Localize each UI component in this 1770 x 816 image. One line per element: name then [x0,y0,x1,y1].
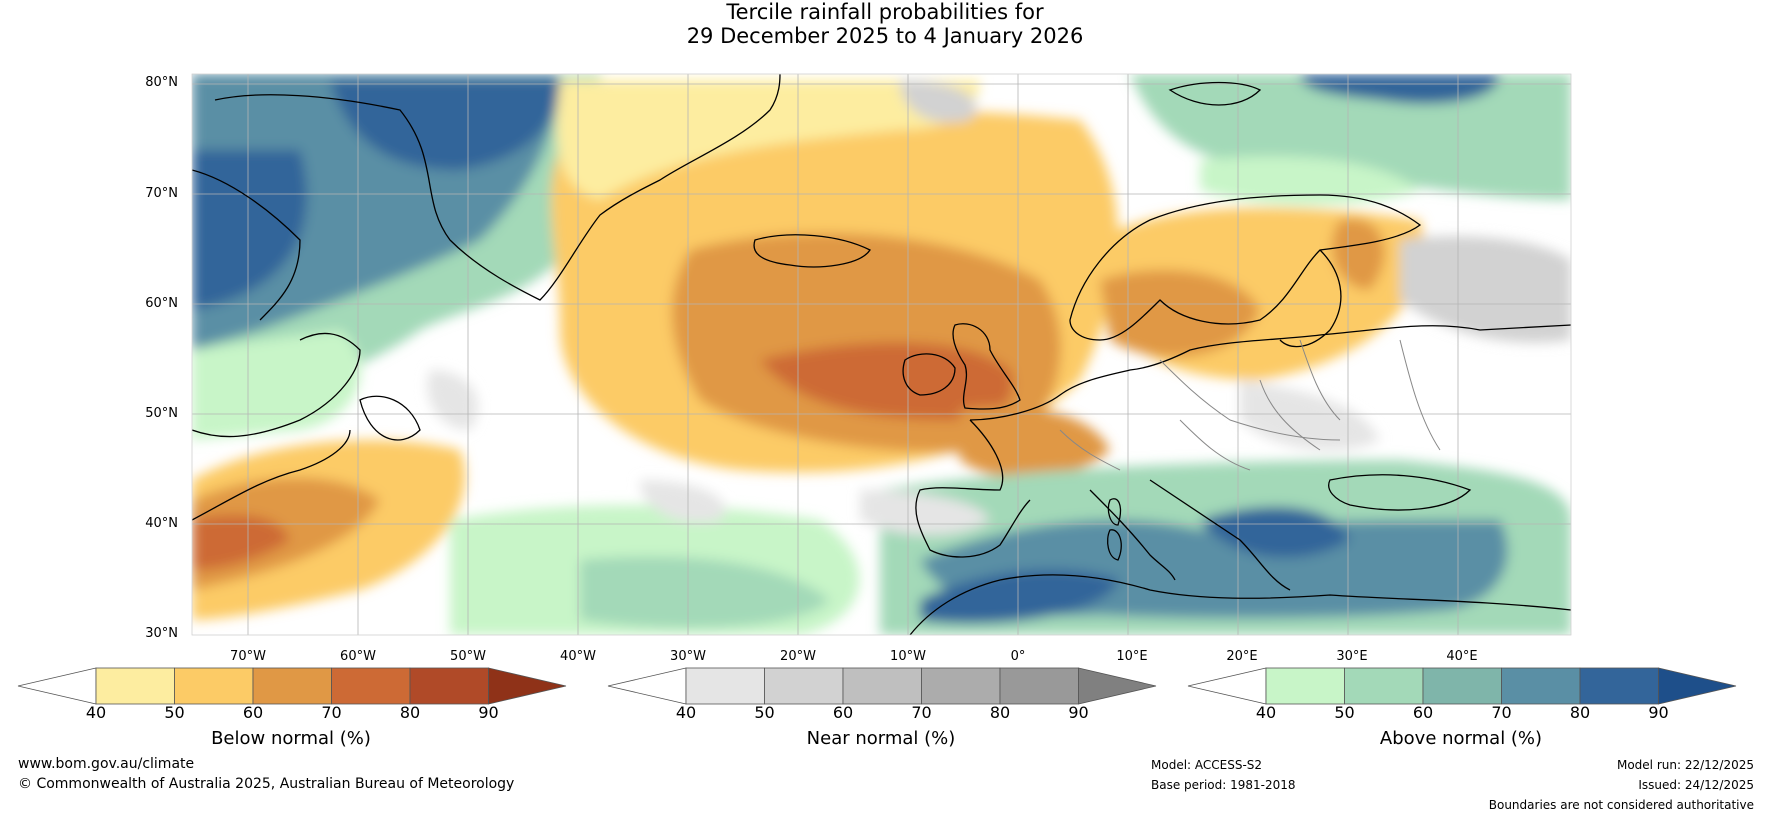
cbar-near-tick: 50 [754,703,775,722]
lon-label-20w: 20°W [780,649,816,664]
lon-label-0: 0° [1010,649,1026,664]
cbar-above-tick: 70 [1491,703,1512,722]
copyright-text: © Commonwealth of Australia 2025, Austra… [18,776,515,792]
coast-balkans [1149,479,1291,591]
lon-label-30e: 30°E [1336,649,1368,664]
coastlines [192,74,1571,635]
lon-label-40e: 40°E [1446,649,1478,664]
map-title: Tercile rainfall probabilities for 29 De… [0,0,1770,48]
coast-baffin [192,169,301,321]
coast-newfoundland [359,395,421,441]
cbar-near-label: Near normal (%) [806,728,956,749]
region-greenland-wet-max [330,80,560,170]
coast-finland [1279,249,1342,348]
coast-black-sea [1328,474,1472,511]
cbar-below-tick: 70 [321,703,342,722]
cbar-above-tick: 80 [1569,703,1591,722]
graticule [192,74,1571,635]
lat-label-60n: 60°N [145,296,178,311]
cbar-below-tick: 80 [399,703,421,722]
coast-labrador [192,332,361,438]
cbar-above-tick: 40 [1255,703,1277,722]
cbar-near-tick: 90 [1068,703,1089,722]
cbar-below-tick: 90 [478,703,499,722]
coast-france-iberia [915,419,1031,558]
model-name: Model: ACCESS-S2 [1151,758,1263,772]
colorbar-above [1187,667,1737,705]
coast-scandinavia [1069,194,1422,341]
coast-greenland [214,74,781,301]
lat-label-40n: 40°N [145,516,178,531]
lon-label-30w: 30°W [670,649,706,664]
coast-sardinia [1107,529,1122,561]
cbar-above-label: Above normal (%) [1379,728,1543,749]
map-frame [191,73,1572,636]
cbar-above-tick: 90 [1648,703,1669,722]
website-link[interactable]: www.bom.gov.au/climate [18,756,195,772]
colorbar-near [607,667,1157,705]
cbar-above-tick: 50 [1334,703,1355,722]
coast-iceland [753,234,871,268]
base-period: Base period: 1981-2018 [1151,778,1296,792]
lat-label-70n: 70°N [145,186,178,201]
coast-britain [952,323,1021,410]
lat-label-50n: 50°N [145,406,178,421]
lon-label-50w: 50°W [450,649,486,664]
coast-usa [192,429,351,521]
lon-label-40w: 40°W [560,649,596,664]
cbar-below-tick: 50 [164,703,185,722]
lon-label-70w: 70°W [230,649,266,664]
probability-field [192,74,1571,635]
cbar-near-tick: 70 [911,703,932,722]
cbar-near-tick: 60 [832,703,854,722]
coast-italy [1089,489,1176,581]
region-arctic-wet [1130,74,1571,200]
cbar-below-tick: 40 [85,703,107,722]
lon-label-10w: 10°W [890,649,926,664]
boundary-disclaimer: Boundaries are not considered authoritat… [1488,798,1754,812]
cbar-near-tick: 40 [675,703,697,722]
lon-label-20e: 20°E [1226,649,1258,664]
coast-svalbard [1168,81,1262,106]
title-line-2: 29 December 2025 to 4 January 2026 [686,24,1084,48]
lat-label-30n: 30°N [145,626,178,641]
colorbar-below [17,667,567,705]
coast-ireland [902,353,956,396]
cbar-near-tick: 80 [989,703,1011,722]
lon-label-60w: 60°W [340,649,376,664]
title-line-1: Tercile rainfall probabilities for [726,0,1044,24]
model-run: Model run: 22/12/2025 [1616,758,1754,772]
lon-label-10e: 10°E [1116,649,1148,664]
coast-africa [909,574,1571,635]
issued-date: Issued: 24/12/2025 [1638,778,1754,792]
borders [1059,339,1441,471]
coast-europe-west [969,324,1571,421]
coast-corsica [1107,498,1122,526]
cbar-above-tick: 60 [1412,703,1434,722]
cbar-below-label: Below normal (%) [211,728,371,749]
cbar-below-tick: 60 [242,703,264,722]
lat-label-80n: 80°N [145,75,178,90]
